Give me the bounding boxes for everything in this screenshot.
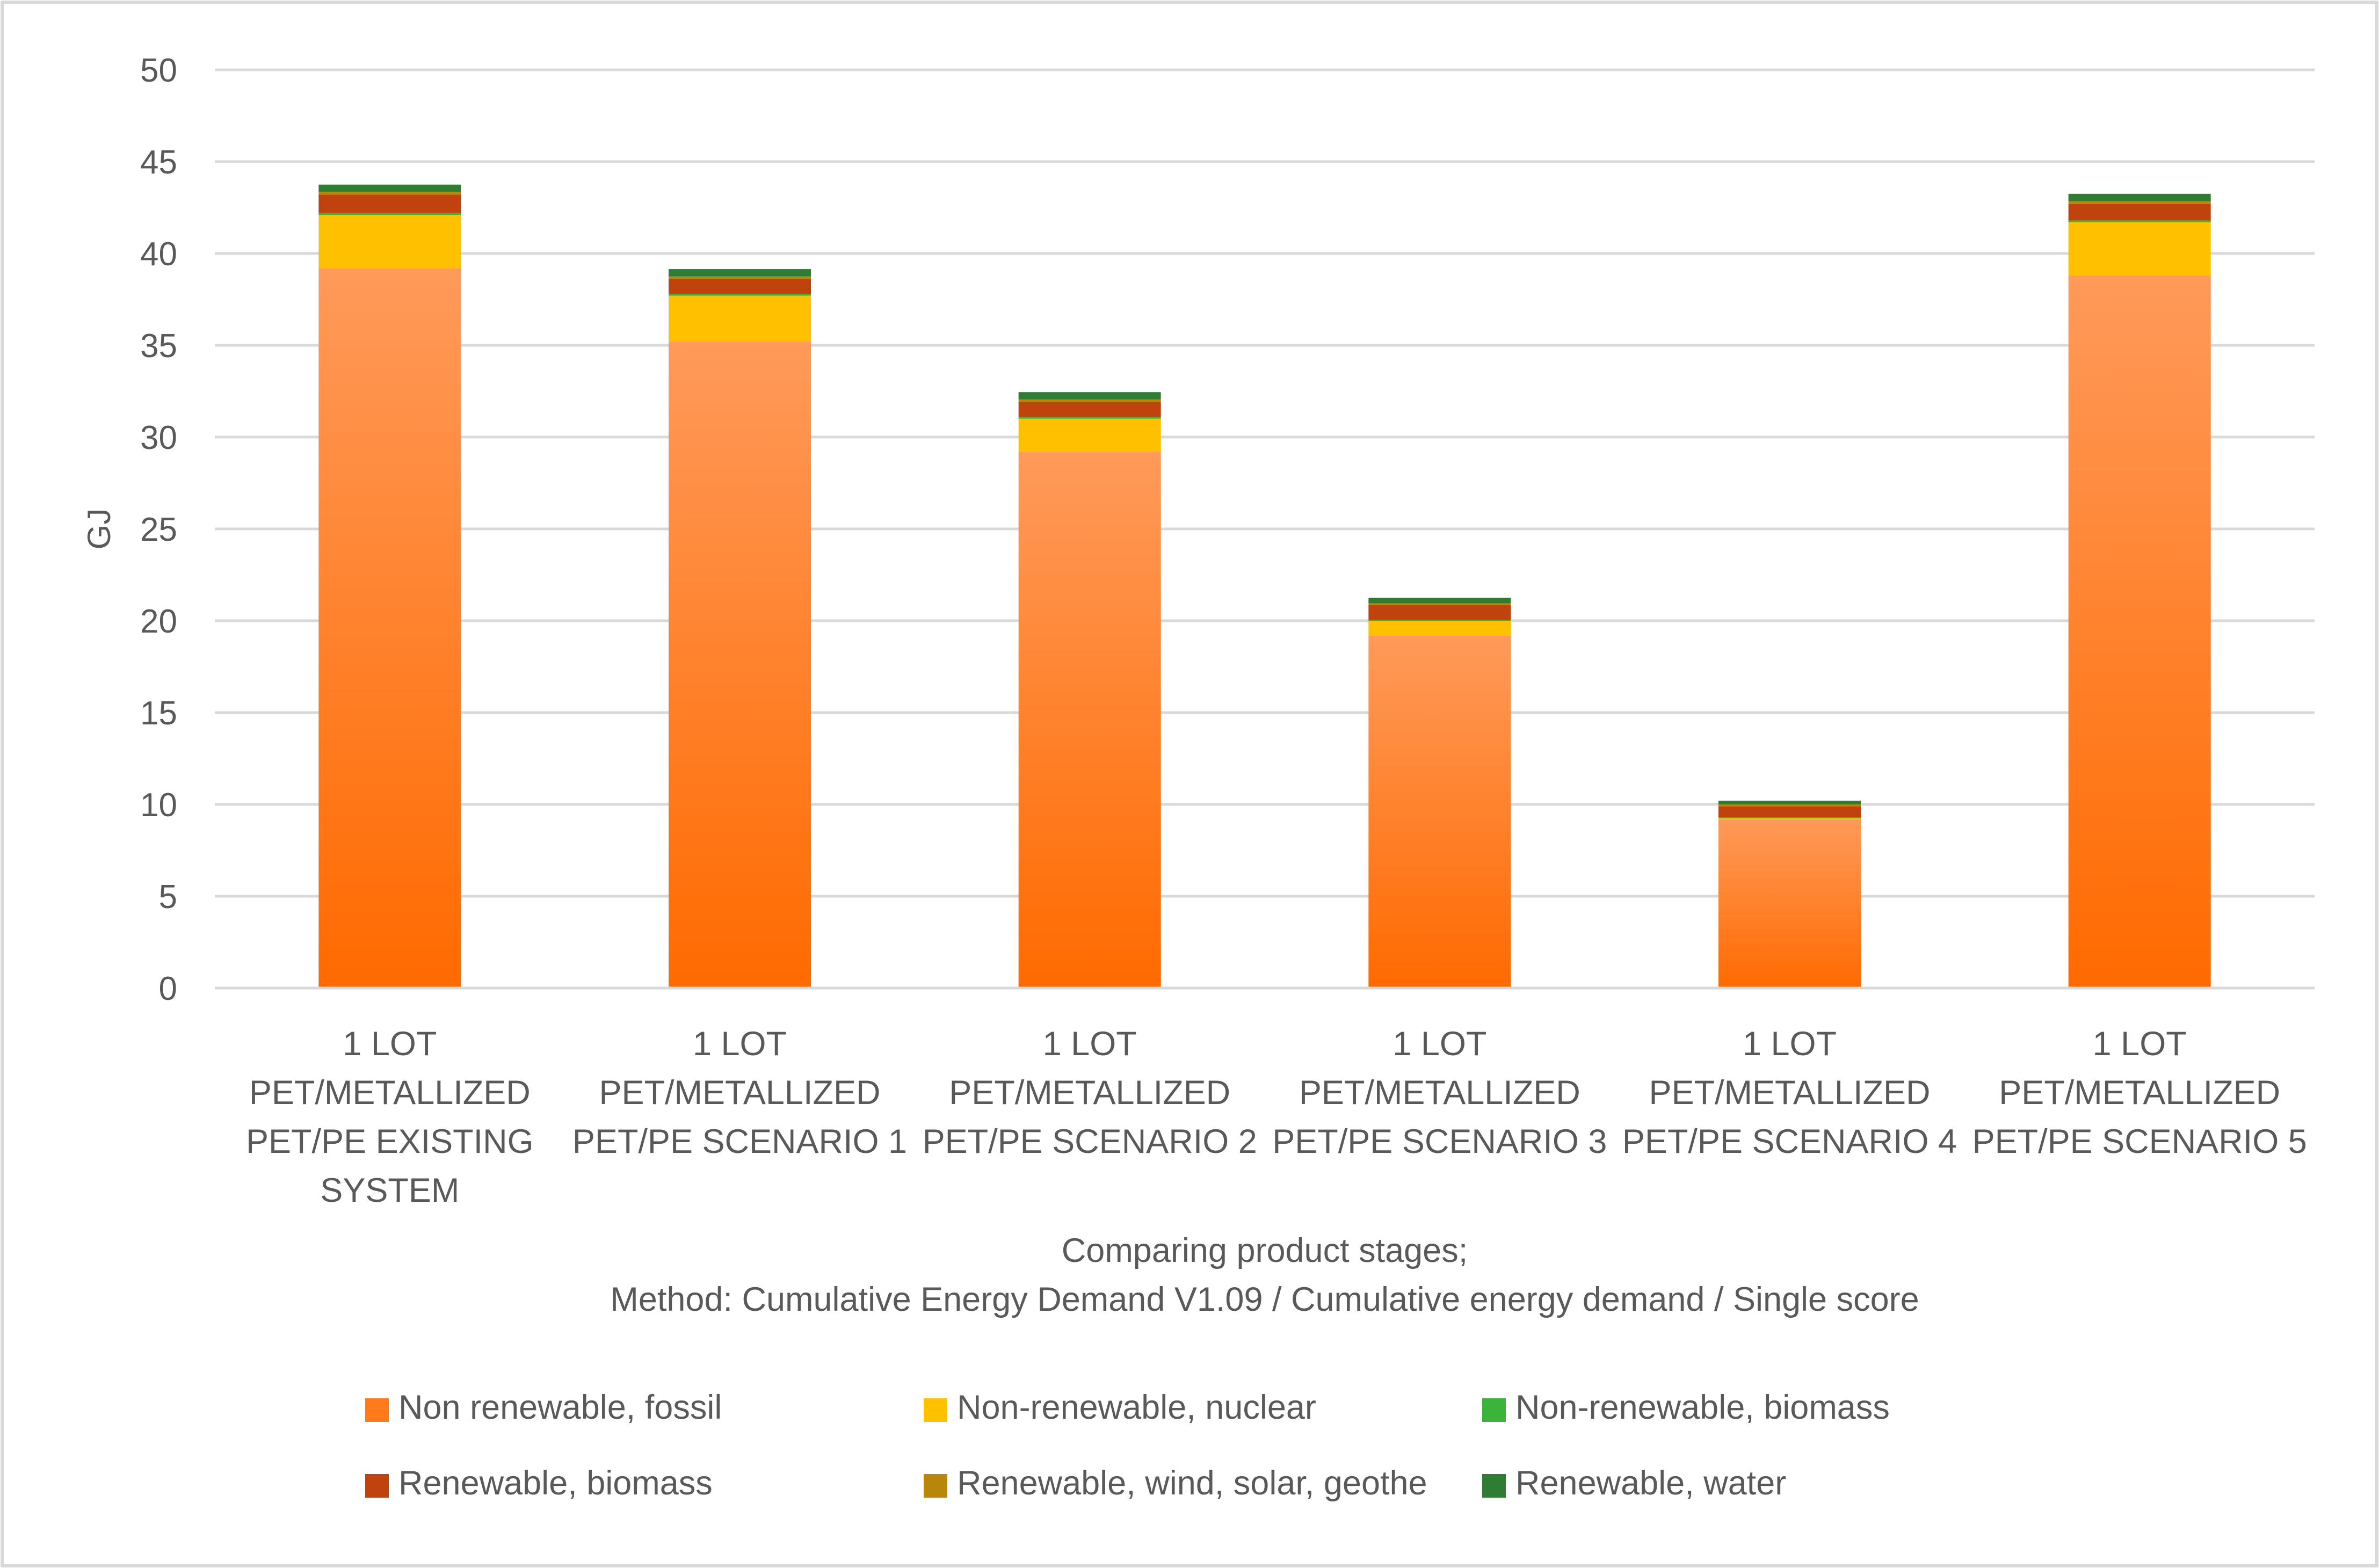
legend-swatch <box>365 1474 389 1498</box>
x-tick-label: 1 LOT <box>693 1025 787 1063</box>
bar-segment-3-series-3 <box>1018 417 1161 419</box>
bar-segment-6-series-4 <box>2068 204 2211 221</box>
x-tick-label: 1 LOT <box>1743 1025 1837 1063</box>
bars <box>318 184 2211 989</box>
x-tick-label: PET/PE SCENARIO 3 <box>1272 1123 1607 1160</box>
x-axis-label: Comparing product stages; <box>1062 1232 1468 1269</box>
x-tick-label: PET/PE SCENARIO 4 <box>1622 1123 1957 1160</box>
legend-label: Renewable, water <box>1515 1464 1786 1502</box>
x-tick-label: 1 LOT <box>343 1025 437 1063</box>
y-tick-label: 25 <box>140 511 177 548</box>
bar-segment-3-series-1 <box>1018 452 1161 988</box>
legend-swatch <box>365 1398 389 1422</box>
y-tick-label: 5 <box>159 879 177 916</box>
y-tick-label: 35 <box>140 328 177 365</box>
bar-segment-2-series-1 <box>669 342 811 989</box>
bar-segment-4-series-2 <box>1368 621 1511 636</box>
bar-segment-1-series-2 <box>318 215 461 268</box>
bar-segment-3-series-2 <box>1018 418 1161 452</box>
bar-segment-5-series-4 <box>1718 806 1861 817</box>
bar-segment-1-series-1 <box>318 268 461 988</box>
x-tick-label: PET/PE SCENARIO 2 <box>923 1123 1257 1160</box>
y-axis-label: GJ <box>81 509 117 550</box>
x-tick-label: PET/METALLIZED <box>1649 1074 1931 1112</box>
axes: 0 5 10 15 20 25 30 35 40 45 50 GJ 1 LOT PET/METALLIZE… <box>81 52 2315 1318</box>
bar-segment-4-series-4 <box>1368 605 1511 620</box>
y-tick-label: 10 <box>140 787 177 824</box>
bar-segment-2-series-2 <box>669 295 811 342</box>
x-tick-label: PET/METALLIZED <box>1299 1074 1580 1112</box>
bar-segment-6-series-5 <box>2068 201 2211 204</box>
x-tick-label: SYSTEM <box>320 1172 459 1209</box>
bar-segment-2-series-4 <box>669 279 811 294</box>
bar-segment-5-series-5 <box>1718 804 1861 807</box>
y-tick-label: 15 <box>140 695 177 732</box>
y-tick-label: 0 <box>159 970 177 1007</box>
bar-segment-6-series-2 <box>2068 222 2211 276</box>
y-tick-label: 50 <box>140 52 177 89</box>
y-tick-label: 40 <box>140 236 177 273</box>
bar-segment-4-series-6 <box>1368 598 1511 604</box>
y-tick-label: 20 <box>140 603 177 640</box>
legend-label: Non-renewable, nuclear <box>957 1389 1316 1426</box>
legend-label: Renewable, wind, solar, geothe <box>957 1464 1427 1502</box>
bar-segment-3-series-4 <box>1018 402 1161 417</box>
bar-segment-5-series-2 <box>1718 818 1861 819</box>
bar-segment-6-series-3 <box>2068 220 2211 222</box>
y-tick-label: 30 <box>140 419 177 456</box>
x-tick-label: PET/METALLIZED <box>599 1074 881 1112</box>
legend-swatch <box>1482 1474 1506 1498</box>
bar-segment-1-series-4 <box>318 194 461 213</box>
bar-segment-4-series-5 <box>1368 603 1511 605</box>
bar-segment-4-series-3 <box>1368 620 1511 621</box>
x-axis-label: Method: Cumulative Energy Demand V1.09 /… <box>610 1281 1919 1318</box>
bar-segment-2-series-6 <box>669 269 811 277</box>
x-tick-label: PET/METALLIZED <box>949 1074 1230 1112</box>
x-tick-label: PET/METALLIZED <box>249 1074 531 1112</box>
x-tick-label: PET/PE SCENARIO 1 <box>572 1123 907 1160</box>
bar-segment-3-series-6 <box>1018 392 1161 400</box>
legend-swatch <box>924 1474 947 1498</box>
legend-label: Renewable, biomass <box>398 1464 713 1502</box>
legend: Non renewable, fossil Non-renewable, nucl… <box>365 1389 1890 1502</box>
bar-segment-6-series-6 <box>2068 193 2211 201</box>
bar-segment-1-series-6 <box>318 184 461 192</box>
bar-segment-4-series-1 <box>1368 635 1511 988</box>
bar-segment-1-series-3 <box>318 213 461 215</box>
bar-segment-1-series-5 <box>318 192 461 195</box>
bar-segment-2-series-3 <box>669 294 811 296</box>
bar-segment-5-series-3 <box>1718 817 1861 818</box>
bar-segment-5-series-1 <box>1718 819 1861 988</box>
y-tick-label: 45 <box>140 144 177 181</box>
bar-segment-6-series-1 <box>2068 275 2211 988</box>
x-tick-label: 1 LOT <box>1392 1025 1486 1063</box>
x-tick-label: PET/METALLIZED <box>1999 1074 2280 1112</box>
legend-swatch <box>1482 1398 1506 1422</box>
x-tick-label: 1 LOT <box>1043 1025 1137 1063</box>
bar-segment-5-series-6 <box>1718 801 1861 804</box>
legend-label: Non-renewable, biomass <box>1515 1389 1890 1426</box>
legend-label: Non renewable, fossil <box>398 1389 722 1426</box>
x-tick-label: PET/PE SCENARIO 5 <box>1972 1123 2307 1160</box>
x-tick-label: PET/PE EXISTING <box>246 1123 534 1160</box>
x-tick-label: 1 LOT <box>2093 1025 2187 1063</box>
bar-segment-3-series-5 <box>1018 399 1161 403</box>
bar-segment-2-series-5 <box>669 276 811 279</box>
legend-swatch <box>924 1398 947 1422</box>
